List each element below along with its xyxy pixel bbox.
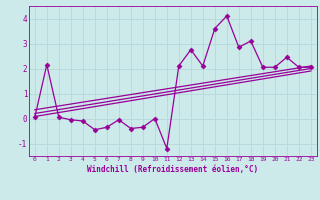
X-axis label: Windchill (Refroidissement éolien,°C): Windchill (Refroidissement éolien,°C) bbox=[87, 165, 258, 174]
